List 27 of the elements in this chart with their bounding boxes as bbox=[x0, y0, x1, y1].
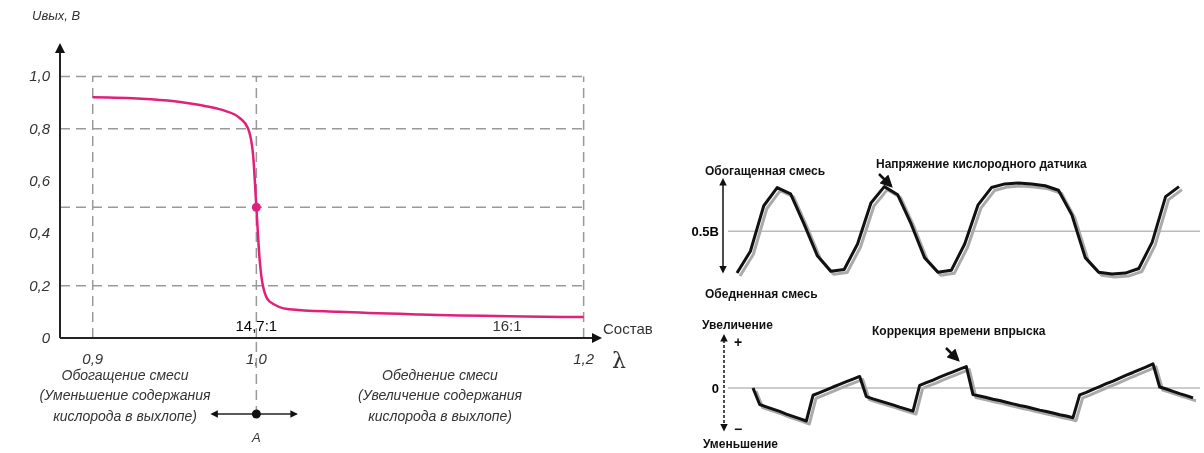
y-tick-label: 0,6 bbox=[29, 172, 51, 190]
ref-line-label: 0.5В bbox=[691, 224, 719, 240]
text: Напряжение кислородного датчика bbox=[876, 157, 1087, 171]
text: Обогащение смеси (Уменьшение содержания кислорода в выхлопе) bbox=[39, 367, 211, 424]
text: − bbox=[733, 421, 743, 437]
x-tick-label: 0,9 bbox=[82, 350, 104, 367]
y-tick-label: 0,2 bbox=[29, 276, 51, 294]
text: + bbox=[733, 334, 743, 350]
text: Обедненная смесь bbox=[705, 287, 818, 301]
y-axis-title: Uвых, В bbox=[32, 8, 81, 23]
text: Увеличение bbox=[702, 318, 774, 332]
annotation: 14,7:1 bbox=[235, 317, 278, 334]
text: Обогащенная смесь bbox=[705, 164, 826, 178]
y-tick-label: 0 bbox=[41, 329, 51, 346]
text: Состав bbox=[603, 320, 653, 337]
text: Обеднение смеси (Увеличение содержания кислорода в выхлопе) bbox=[358, 367, 523, 424]
text: Уменьшение bbox=[703, 437, 779, 451]
text: Коррекция времени впрыска bbox=[872, 324, 1046, 338]
x-axis-title: λ bbox=[612, 348, 626, 373]
x-tick-label: 1,2 bbox=[573, 350, 595, 367]
y-tick-label: 0,8 bbox=[29, 119, 51, 137]
x-tick-label: 1,0 bbox=[245, 350, 268, 367]
text: A bbox=[251, 430, 261, 445]
y-tick-label: 0,4 bbox=[29, 224, 50, 242]
ref-line-label: 0 bbox=[711, 381, 719, 396]
annotation: 16:1 bbox=[492, 317, 522, 334]
y-tick-label: 1,0 bbox=[29, 67, 51, 85]
